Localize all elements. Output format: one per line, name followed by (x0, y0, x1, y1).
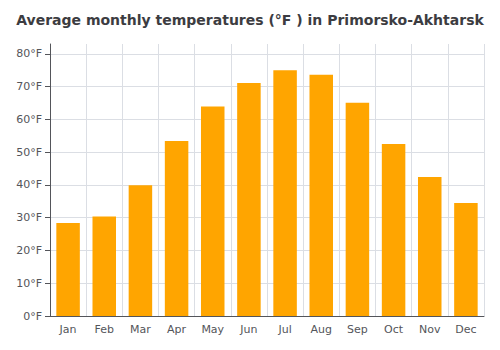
svg-text:Jun: Jun (239, 323, 257, 336)
svg-text:60°F: 60°F (16, 113, 42, 126)
svg-text:Average monthly temperatures (: Average monthly temperatures (°F ) in Pr… (16, 12, 484, 28)
svg-text:Jul: Jul (277, 323, 291, 336)
svg-text:Feb: Feb (95, 323, 114, 336)
svg-text:Oct: Oct (384, 323, 404, 336)
svg-text:10°F: 10°F (16, 277, 42, 290)
svg-text:0°F: 0°F (23, 310, 42, 323)
svg-text:Mar: Mar (130, 323, 151, 336)
svg-text:Nov: Nov (419, 323, 441, 336)
svg-text:May: May (201, 323, 224, 336)
svg-text:Sep: Sep (347, 323, 368, 336)
svg-text:Aug: Aug (311, 323, 332, 336)
svg-text:80°F: 80°F (16, 47, 42, 60)
svg-text:Apr: Apr (167, 323, 187, 336)
svg-text:Jan: Jan (59, 323, 77, 336)
svg-text:20°F: 20°F (16, 244, 42, 257)
svg-text:Dec: Dec (455, 323, 476, 336)
svg-text:30°F: 30°F (16, 211, 42, 224)
svg-text:70°F: 70°F (16, 80, 42, 93)
svg-text:50°F: 50°F (16, 146, 42, 159)
svg-text:40°F: 40°F (16, 178, 42, 191)
